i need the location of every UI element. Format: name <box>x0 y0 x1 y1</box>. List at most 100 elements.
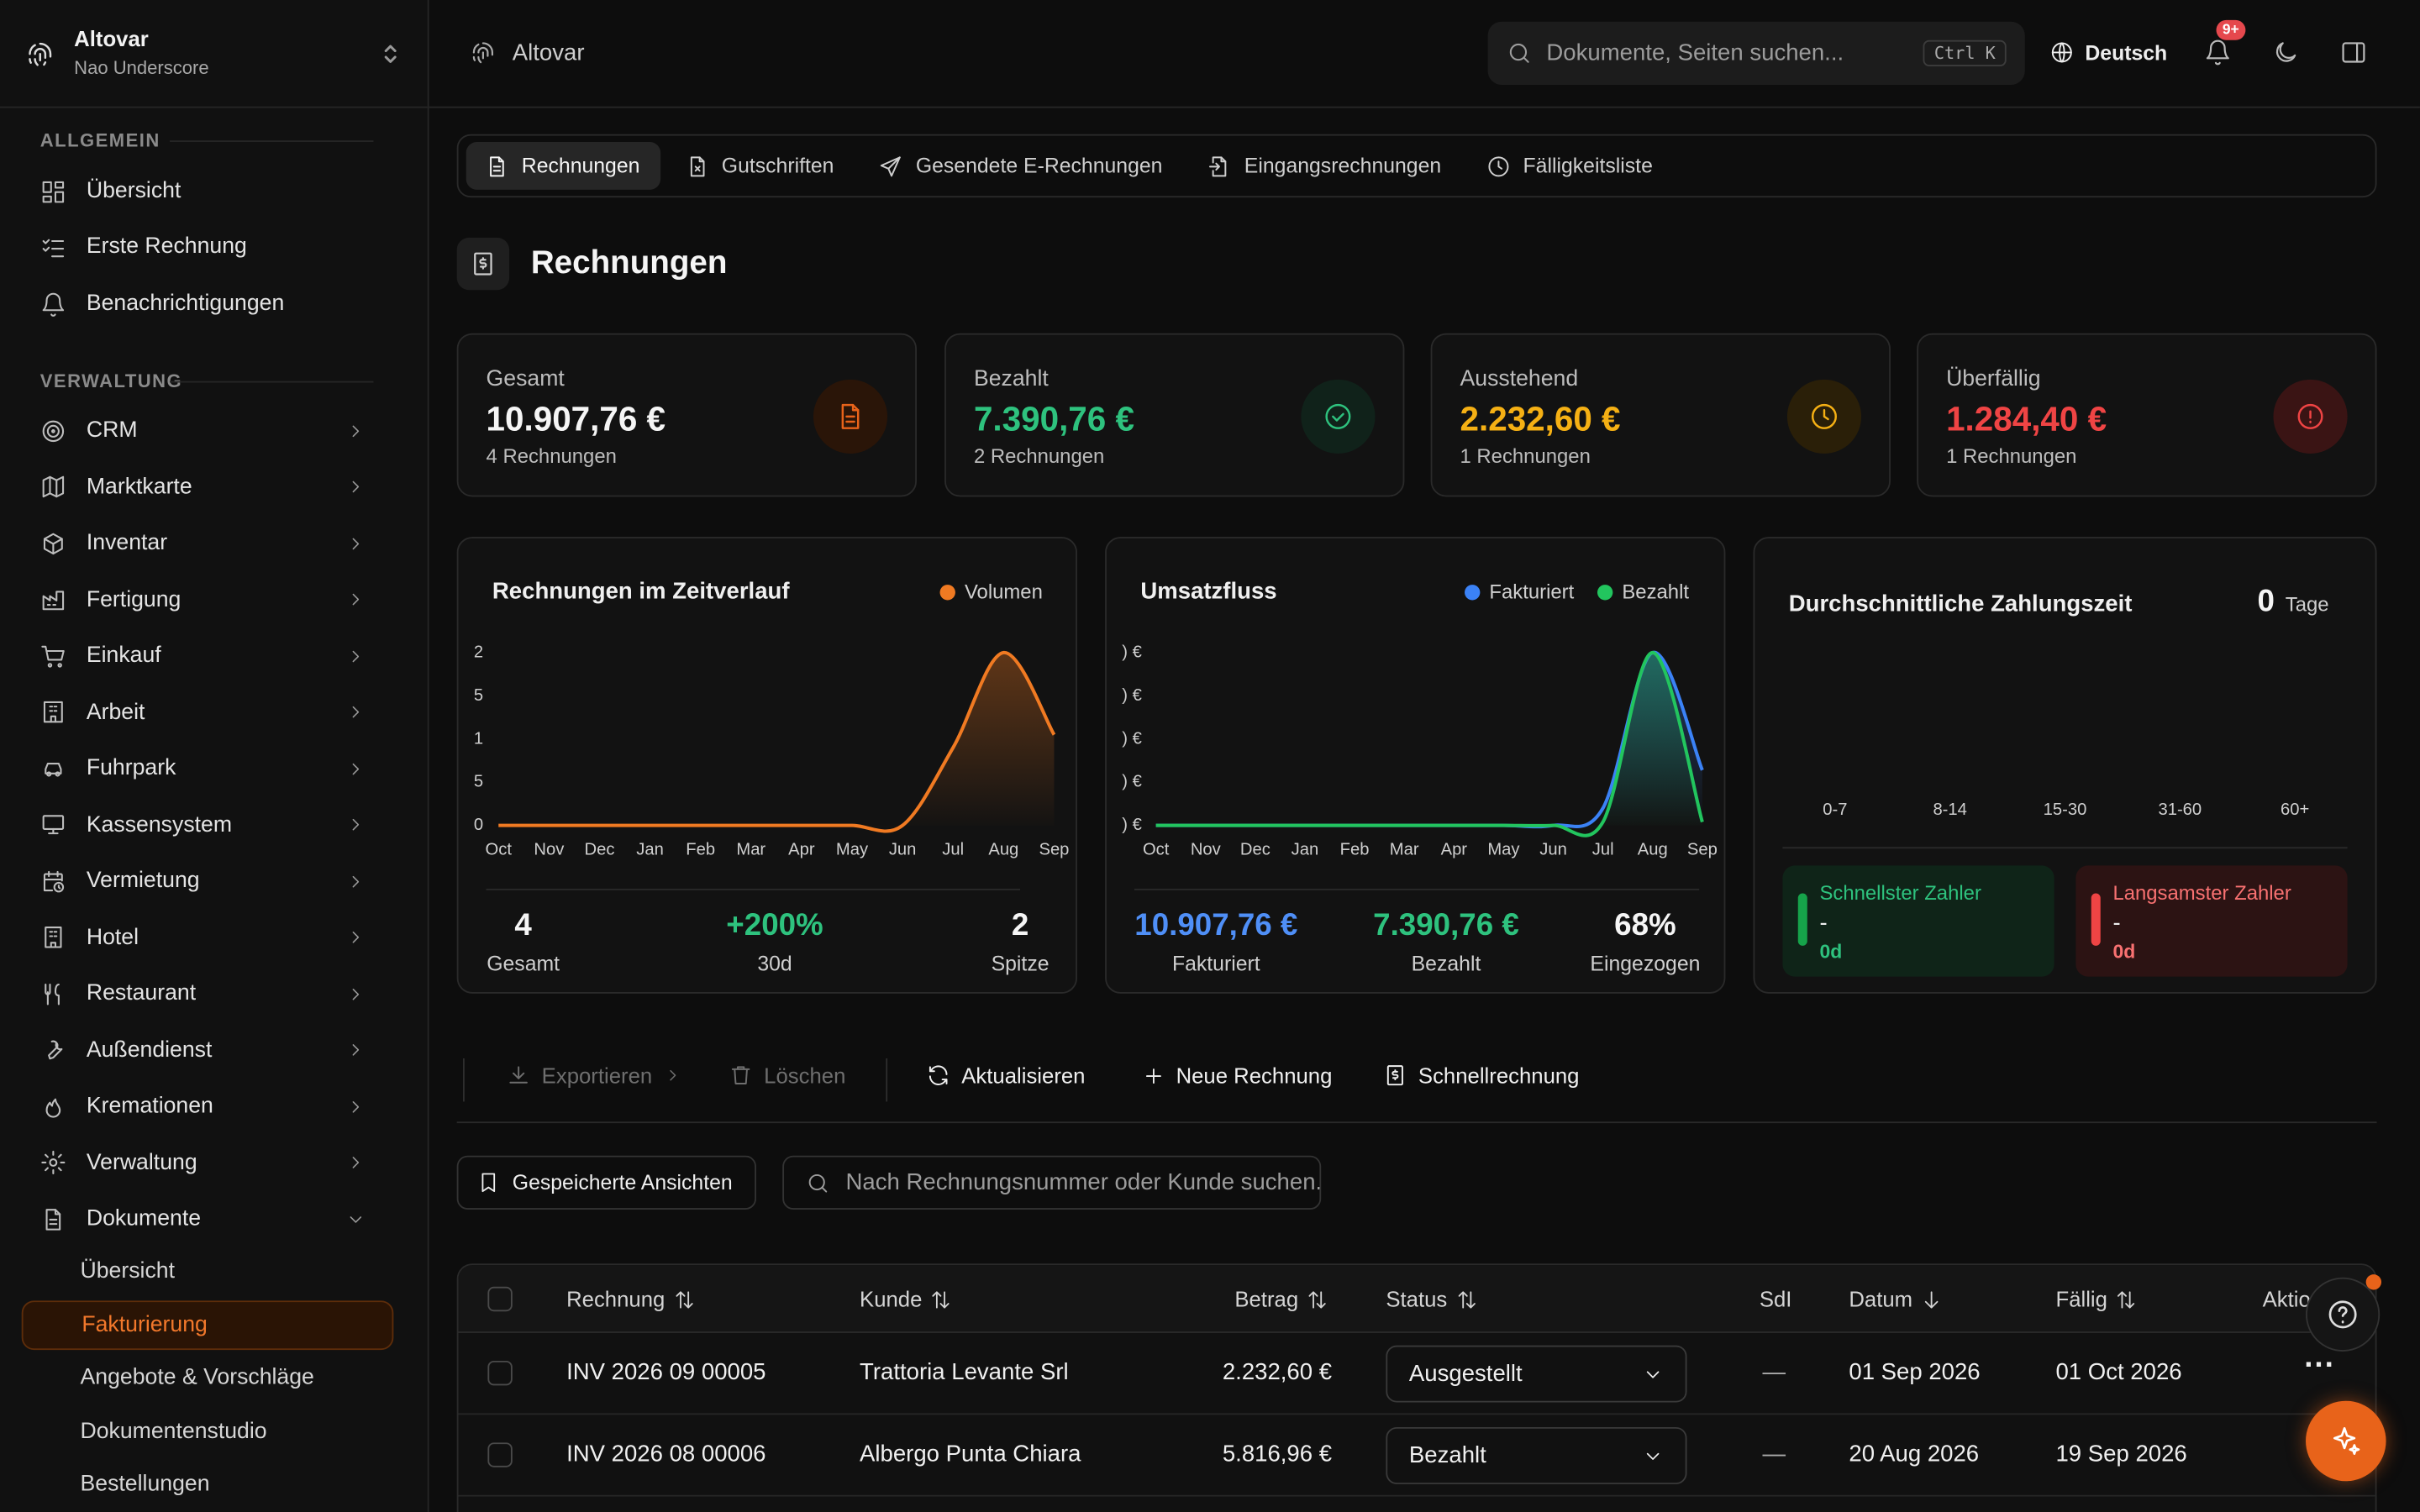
table-row[interactable]: INV 2026 09 00005 Trattoria Levante Srl 2.… <box>458 1333 2375 1415</box>
avg-days-readout: 0 Tage <box>2257 585 2328 620</box>
sidebar-subitem-orders[interactable]: Bestellungen <box>80 1472 210 1497</box>
table-row[interactable]: INV 2026 08 00006 Albergo Punta Chiara 5.8… <box>458 1415 2375 1497</box>
page-title: Rechnungen <box>530 245 728 281</box>
map-icon <box>22 474 87 500</box>
new-invoice-button[interactable]: Neue Rechnung <box>1142 1063 1333 1088</box>
sidebar-subitem-quotes[interactable]: Angebote & Vorschläge <box>80 1365 314 1390</box>
download-icon <box>506 1063 530 1087</box>
column-header-due[interactable]: Fällig <box>2055 1287 2138 1311</box>
slowest-payer-name: - <box>2112 910 2121 937</box>
kpi-label: Bezahlt <box>973 367 1049 392</box>
box-icon <box>22 530 87 556</box>
invoice-number[interactable]: INV 2026 08 00006 <box>566 1441 766 1467</box>
sidebar-item-kremationen[interactable]: Kremationen <box>22 1082 389 1131</box>
sidebar-item-kassensystem[interactable]: Kassensystem <box>22 800 389 849</box>
column-header-invoice[interactable]: Rechnung <box>566 1287 696 1311</box>
sidebar-item-vermietung[interactable]: Vermietung <box>22 856 389 906</box>
sidebar-item-notifications[interactable]: Benachrichtigungen <box>22 279 389 328</box>
sidebar-item-label: Arbeit <box>86 699 145 725</box>
tab-credit-notes[interactable]: Gutschriften <box>666 142 855 190</box>
bucket-label: 0-7 <box>1823 801 1848 820</box>
file-x-icon <box>685 154 709 178</box>
new-invoice-label: Neue Rechnung <box>1176 1063 1333 1088</box>
status-select[interactable]: Ausgestellt <box>1386 1345 1687 1403</box>
sidebar-item-arbeit[interactable]: Arbeit <box>22 687 389 737</box>
sidebar-item-first-invoice[interactable]: Erste Rechnung <box>22 222 389 271</box>
ai-assistant-button[interactable] <box>2306 1400 2386 1482</box>
kpi-subtext: 1 Rechnungen <box>1946 444 2077 468</box>
gear-icon <box>22 1149 87 1175</box>
sidebar-item-fuhrpark[interactable]: Fuhrpark <box>22 743 389 793</box>
sidebar-item-einkauf[interactable]: Einkauf <box>22 631 389 680</box>
invoice-number[interactable]: INV 2026 09 00005 <box>566 1359 766 1386</box>
fingerprint-icon <box>469 39 497 66</box>
slowest-payer-box: Langsamster Zahler - 0d <box>2075 865 2348 977</box>
stat-total-label: Gesamt <box>487 952 560 975</box>
x-tick-label: Feb <box>1339 841 1370 860</box>
select-all-checkbox[interactable] <box>487 1286 513 1312</box>
breadcrumb-label[interactable]: Altovar <box>512 39 585 66</box>
chevron-right-icon <box>663 1066 681 1084</box>
row-checkbox[interactable] <box>487 1442 513 1467</box>
stat-peak-label: Spitze <box>991 952 1050 975</box>
sidebar-subitem-document-studio[interactable]: Dokumentenstudio <box>80 1419 267 1445</box>
receipt-dollar-icon <box>1383 1063 1407 1087</box>
workspace-switcher[interactable]: Altovar Nao Underscore <box>0 0 428 108</box>
bucket-label: 60+ <box>2281 801 2310 820</box>
notifications-bell-icon[interactable] <box>2204 39 2232 66</box>
column-header-date[interactable]: Datum <box>1849 1287 1943 1311</box>
moon-icon[interactable] <box>2272 39 2300 66</box>
x-tick-label: Jul <box>942 841 965 860</box>
workspace-user: Nao Underscore <box>74 56 209 79</box>
sidebar-toggle-icon[interactable] <box>2339 39 2367 66</box>
saved-views-button[interactable]: Gespeicherte Ansichten <box>456 1155 756 1210</box>
help-button[interactable] <box>2306 1274 2382 1352</box>
sort-icon <box>672 1288 696 1311</box>
column-header-customer[interactable]: Kunde <box>860 1287 953 1311</box>
row-checkbox[interactable] <box>487 1360 513 1386</box>
export-button[interactable]: Exportieren <box>506 1063 681 1088</box>
sidebar-item-dokumente[interactable]: Dokumente <box>22 1194 389 1244</box>
language-switcher[interactable]: Deutsch <box>2049 40 2167 65</box>
sidebar-item-restaurant[interactable]: Restaurant <box>22 969 389 1018</box>
sidebar-subitem-invoicing[interactable]: Fakturierung <box>21 1300 394 1351</box>
sidebar-item-fertigung[interactable]: Fertigung <box>22 575 389 624</box>
stat-peak-value: 2 <box>1011 908 1029 943</box>
quick-invoice-button[interactable]: Schnellrechnung <box>1383 1063 1579 1088</box>
column-header-status[interactable]: Status <box>1386 1287 1478 1311</box>
kpi-subtext: 4 Rechnungen <box>486 444 617 468</box>
delete-button[interactable]: Löschen <box>729 1063 845 1088</box>
sidebar-item-label: Hotel <box>86 925 139 950</box>
slowest-payer-label: Langsamster Zahler <box>2112 880 2291 905</box>
chart-legend-invoiced: Fakturiert <box>1465 580 1574 603</box>
sidebar-item-overview[interactable]: Übersicht <box>22 166 389 216</box>
x-tick-label: Dec <box>584 841 615 860</box>
tab-invoices[interactable]: Rechnungen <box>466 141 660 190</box>
kpi-label: Überfällig <box>1946 367 2041 392</box>
stat-30d-label: 30d <box>757 952 792 975</box>
invoice-date: 20 Aug 2026 <box>1849 1441 1980 1467</box>
tab-sent-einvoices[interactable]: Gesendete E-Rechnungen <box>860 142 1183 190</box>
more-actions-icon[interactable]: ··· <box>2304 1348 2335 1383</box>
invoice-search-input[interactable]: Nach Rechnungsnummer oder Kunde suchen..… <box>782 1155 1322 1210</box>
global-search-input[interactable]: Dokumente, Seiten suchen... Ctrl K <box>1487 21 2025 86</box>
column-header-amount[interactable]: Betrag <box>1234 1287 1328 1311</box>
sort-icon <box>2115 1288 2139 1311</box>
sidebar-subitem-overview[interactable]: Übersicht <box>80 1258 176 1284</box>
sidebar-item-marktkarte[interactable]: Marktkarte <box>22 462 389 512</box>
status-select[interactable]: Bezahlt <box>1386 1426 1687 1484</box>
x-tick-label: Sep <box>1039 841 1070 860</box>
invoice-date: 01 Sep 2026 <box>1849 1359 1981 1386</box>
divider <box>1782 847 2348 849</box>
sidebar-item-verwaltung[interactable]: Verwaltung <box>22 1138 389 1188</box>
invoice-amount: 2.232,60 € <box>1222 1359 1333 1386</box>
sidebar-item-au-endienst[interactable]: Außendienst <box>22 1025 389 1074</box>
tab-due-list[interactable]: Fälligkeitsliste <box>1467 142 1672 190</box>
refresh-button[interactable]: Aktualisieren <box>926 1063 1085 1088</box>
tab-incoming-invoices[interactable]: Eingangsrechnungen <box>1189 142 1461 190</box>
sidebar-item-label: Übersicht <box>86 179 182 204</box>
sidebar-item-hotel[interactable]: Hotel <box>22 912 389 962</box>
sidebar-item-inventar[interactable]: Inventar <box>22 518 389 568</box>
sidebar-item-crm[interactable]: CRM <box>22 406 389 455</box>
target-icon <box>22 417 87 444</box>
